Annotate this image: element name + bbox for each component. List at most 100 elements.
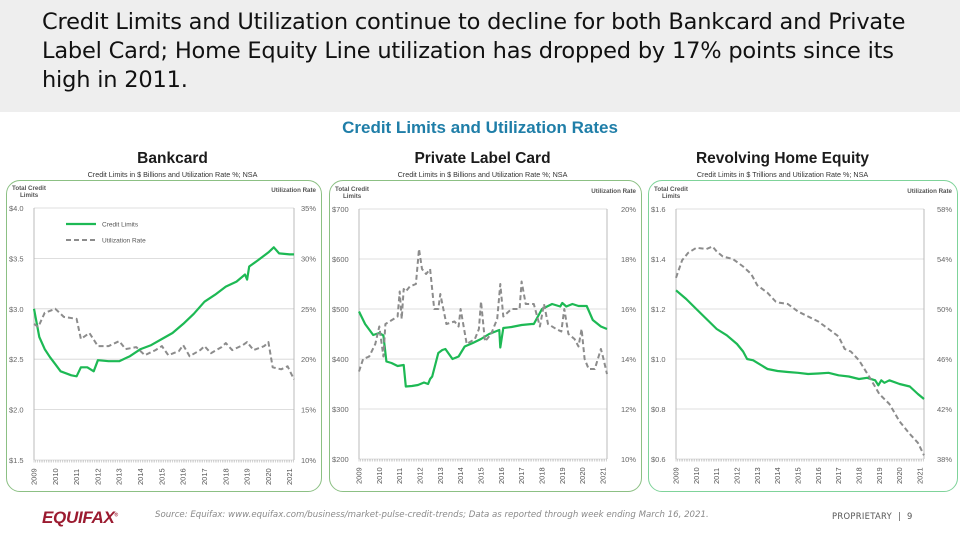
right-tick-label: 18% — [621, 255, 636, 264]
equifax-logo: EQUIFAX® — [42, 508, 118, 528]
series-credit-limits — [675, 289, 925, 400]
left-tick-label: $3.5 — [9, 254, 24, 263]
legend-label-utilization: Utilization Rate — [102, 238, 146, 245]
chart-subtitle-bankcard: Credit Limits in $ Billions and Utilizat… — [87, 170, 258, 179]
x-tick-label: 2020 — [578, 467, 587, 484]
left-axis-title-line2: Limits — [20, 192, 39, 199]
right-tick-label: 16% — [621, 305, 636, 314]
left-axis-title: Total Credit — [12, 185, 46, 192]
x-tick-label: 2014 — [136, 468, 145, 485]
registered-mark: ® — [114, 512, 119, 519]
x-tick-label: 2014 — [456, 467, 465, 484]
right-tick-label: 38% — [937, 455, 952, 464]
left-tick-label: $2.0 — [9, 406, 24, 415]
x-tick-label: 2020 — [895, 467, 904, 484]
left-tick-label: $1.0 — [651, 355, 666, 364]
left-axis-title: Total Credit — [654, 186, 688, 193]
left-tick-label: $400 — [332, 355, 349, 364]
right-tick-label: 12% — [621, 405, 636, 414]
x-tick-label: 2012 — [415, 467, 424, 484]
x-tick-label: 2019 — [558, 467, 567, 484]
series-utilization-rate — [33, 307, 295, 380]
x-tick-label: 2009 — [672, 467, 681, 484]
x-tick-label: 2017 — [200, 468, 209, 485]
right-tick-label: 15% — [301, 406, 316, 415]
headline-band — [0, 0, 960, 112]
x-tick-label: 2015 — [793, 467, 802, 484]
left-axis-title-line2: Limits — [343, 193, 362, 200]
section-title: Credit Limits and Utilization Rates — [342, 118, 618, 137]
separator: | — [897, 511, 902, 521]
x-tick-label: 2019 — [243, 468, 252, 485]
left-tick-label: $3.0 — [9, 305, 24, 314]
x-tick-label: 2010 — [51, 468, 60, 485]
x-tick-label: 2011 — [72, 469, 81, 485]
series-utilization-rate — [675, 245, 925, 456]
chart-subtitle-home-equity: Credit Limits in $ Trillions and Utiliza… — [696, 170, 869, 179]
series-utilization-rate — [358, 248, 608, 375]
right-tick-label: 58% — [937, 205, 952, 214]
right-tick-label: 46% — [937, 355, 952, 364]
left-tick-label: $2.5 — [9, 355, 24, 364]
right-tick-label: 20% — [621, 205, 636, 214]
x-tick-label: 2021 — [285, 468, 294, 485]
right-tick-label: 50% — [937, 305, 952, 314]
x-tick-label: 2011 — [395, 468, 404, 484]
proprietary-label: PROPRIETARY | 9 — [832, 511, 913, 521]
right-tick-label: 54% — [937, 255, 952, 264]
left-tick-label: $700 — [332, 205, 349, 214]
x-tick-label: 2015 — [476, 467, 485, 484]
x-tick-label: 2016 — [497, 467, 506, 484]
logo-text: EQUIFAX — [42, 508, 115, 527]
right-tick-label: 25% — [301, 305, 316, 314]
left-tick-label: $1.4 — [651, 255, 666, 264]
series-credit-limits — [358, 301, 608, 388]
left-tick-label: $4.0 — [9, 204, 24, 213]
left-tick-label: $1.6 — [651, 205, 666, 214]
right-tick-label: 42% — [937, 405, 952, 414]
proprietary-text: PROPRIETARY — [832, 511, 892, 521]
left-axis-title-line2: Limits — [662, 193, 681, 200]
x-tick-label: 2021 — [598, 467, 607, 484]
legend-label-credit-limits: Credit Limits — [102, 222, 139, 229]
left-axis-title: Total Credit — [335, 186, 369, 193]
chart-subtitle-private-label: Credit Limits in $ Billions and Utilizat… — [397, 170, 568, 179]
left-tick-label: $600 — [332, 255, 349, 264]
x-tick-label: 2018 — [854, 467, 863, 484]
right-tick-label: 10% — [301, 456, 316, 465]
x-tick-label: 2012 — [93, 468, 102, 485]
x-tick-label: 2011 — [712, 468, 721, 484]
x-tick-label: 2014 — [773, 467, 782, 484]
series-credit-limits — [32, 246, 294, 378]
right-tick-label: 20% — [301, 355, 316, 364]
x-tick-label: 2018 — [221, 468, 230, 485]
x-tick-label: 2021 — [915, 467, 924, 484]
x-tick-label: 2017 — [834, 467, 843, 484]
left-tick-label: $200 — [332, 455, 349, 464]
left-tick-label: $0.8 — [651, 405, 666, 414]
x-tick-label: 2010 — [375, 467, 384, 484]
x-tick-label: 2015 — [157, 468, 166, 485]
x-tick-label: 2020 — [264, 468, 273, 485]
x-tick-label: 2016 — [814, 467, 823, 484]
right-axis-title: Utilization Rate — [591, 188, 636, 195]
chart-panel-home-equity — [648, 180, 958, 492]
chart-title-private-label: Private Label Card — [414, 150, 551, 167]
x-tick-label: 2013 — [115, 468, 124, 485]
left-tick-label: $1.5 — [9, 456, 24, 465]
right-tick-label: 14% — [621, 355, 636, 364]
x-tick-label: 2016 — [179, 468, 188, 485]
source-note: Source: Equifax: www.equifax.com/busines… — [155, 510, 709, 520]
page-number: 9 — [907, 511, 913, 521]
right-tick-label: 10% — [621, 455, 636, 464]
x-tick-label: 2013 — [436, 467, 445, 484]
x-tick-label: 2018 — [537, 467, 546, 484]
x-tick-label: 2009 — [30, 468, 39, 485]
x-tick-label: 2012 — [732, 467, 741, 484]
x-tick-label: 2019 — [875, 467, 884, 484]
x-tick-label: 2009 — [355, 467, 364, 484]
right-tick-label: 30% — [301, 254, 316, 263]
x-tick-label: 2010 — [692, 467, 701, 484]
